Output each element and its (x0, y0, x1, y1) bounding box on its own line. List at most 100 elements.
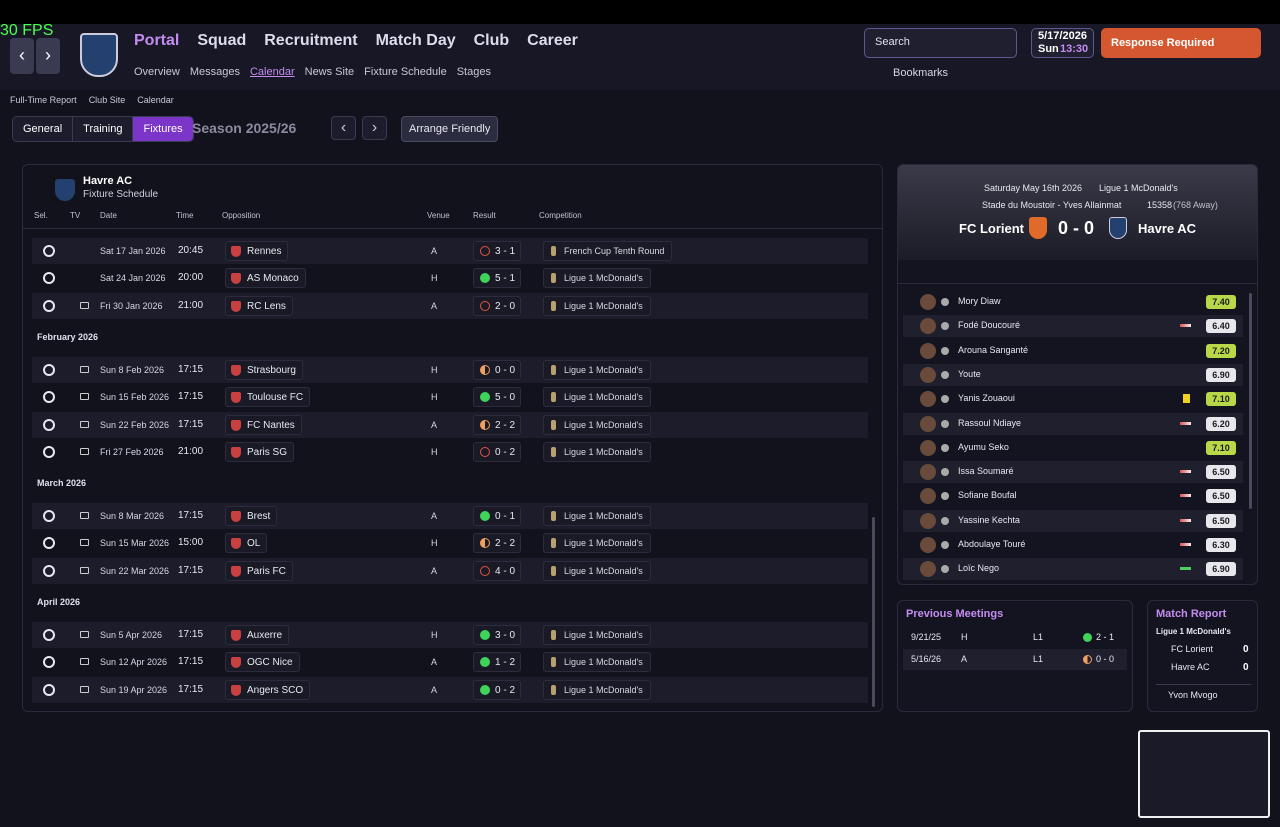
player-row[interactable]: Yanis Zouaoui 7.10 (903, 388, 1243, 410)
season-arrow[interactable]: ‹ (331, 116, 356, 140)
meeting-row[interactable]: 5/16/26 A L1 0 - 0 (903, 649, 1127, 670)
fixture-row[interactable]: Sun 22 Mar 2026 17:15 Paris FC A 4 - 0 Ligue … (32, 557, 868, 584)
tab[interactable]: General (13, 117, 74, 141)
nav-item[interactable]: Squad (197, 32, 247, 49)
player-row[interactable]: Loïc Nego 6.90 (903, 558, 1243, 581)
home-team: FC Lorient (959, 221, 1024, 236)
opposition[interactable]: Strasbourg (225, 359, 303, 380)
opposition[interactable]: Paris FC (225, 560, 293, 581)
opposition[interactable]: OL (225, 533, 268, 554)
competition[interactable]: Ligue 1 McDonald's (543, 533, 651, 554)
player-row[interactable]: Mory Diaw 7.40 (903, 291, 1243, 313)
player-row[interactable]: Fodé Doucouré 6.40 (903, 315, 1243, 338)
opposition[interactable]: RC Lens (225, 295, 293, 316)
breadcrumb-item[interactable]: Full-Time Report (10, 95, 77, 105)
competition[interactable]: Ligue 1 McDonald's (543, 414, 651, 435)
player-row[interactable]: Abdoulaye Touré 6.30 (903, 534, 1243, 556)
player-name: Rassoul Ndiaye (958, 417, 1022, 428)
fixture-row[interactable]: Sun 19 Apr 2026 17:15 Angers SCO A 0 - 2 Ligu… (32, 676, 868, 703)
select-circle[interactable] (43, 299, 55, 312)
competition[interactable]: Ligue 1 McDonald's (543, 295, 651, 316)
opposition[interactable]: Rennes (225, 241, 289, 261)
sub-nav-item[interactable]: Overview (134, 66, 180, 78)
position-icon (941, 468, 949, 477)
fixture-row[interactable]: Fri 27 Feb 2026 21:00 Paris SG H 0 - 2 Ligue … (32, 439, 868, 465)
opposition[interactable]: Toulouse FC (225, 387, 311, 408)
competition[interactable]: Ligue 1 McDonald's (543, 506, 651, 527)
breadcrumb-item[interactable]: Calendar (137, 95, 174, 105)
venue: A (431, 511, 438, 522)
select-circle[interactable] (43, 564, 55, 577)
opposition[interactable]: FC Nantes (225, 414, 302, 435)
fixture-row[interactable]: Sun 8 Feb 2026 17:15 Strasbourg H 0 - 0 Ligue… (32, 356, 868, 383)
select-circle[interactable] (43, 629, 55, 641)
sub-nav-item[interactable]: Calendar (249, 66, 295, 78)
fixture-row[interactable]: Sun 5 Apr 2026 17:15 Auxerre H 3 - 0 Ligue 1 … (32, 622, 868, 648)
competition[interactable]: Ligue 1 McDonald's (543, 359, 651, 380)
fixture-row[interactable]: Sun 22 Feb 2026 17:15 FC Nantes A 2 - 2 Ligue… (32, 411, 868, 438)
fixture-row[interactable]: Sun 12 Apr 2026 17:15 OGC Nice A 1 - 2 Ligue … (32, 649, 868, 675)
nav-arrow[interactable]: ‹ (10, 38, 34, 74)
player-row[interactable]: Youte 6.90 (903, 363, 1243, 386)
breadcrumb-item[interactable]: Club Site (88, 95, 126, 105)
opposition[interactable]: OGC Nice (225, 652, 300, 673)
player-row[interactable]: Arouna Sanganté 7.20 (903, 340, 1243, 362)
nav-item[interactable]: Career (527, 32, 578, 49)
fixture-row[interactable]: Sun 8 Mar 2026 17:15 Brest A 0 - 1 Ligue 1 Mc… (32, 503, 868, 530)
player-row[interactable]: Rassoul Ndiaye 6.20 (903, 412, 1243, 435)
opposition[interactable]: Brest (225, 506, 278, 527)
fixture-row[interactable]: Sat 17 Jan 2026 20:45 Rennes A 3 - 1 French C… (32, 238, 868, 264)
opposition[interactable]: Angers SCO (225, 679, 311, 700)
opposition[interactable]: Auxerre (225, 625, 290, 645)
select-circle[interactable] (43, 418, 55, 431)
player-row[interactable]: Issa Soumaré 6.50 (903, 461, 1243, 484)
nav-item[interactable]: Match Day (375, 32, 456, 49)
arrange-friendly[interactable]: Arrange Friendly (401, 116, 499, 142)
sub-nav-item[interactable]: Fixture Schedule (364, 66, 447, 78)
player-row[interactable]: Ayumu Seko 7.10 (903, 437, 1243, 459)
select-circle[interactable] (43, 537, 55, 550)
fixture-row[interactable]: Sun 15 Mar 2026 15:00 OL H 2 - 2 Ligue 1 McDo… (32, 530, 868, 556)
competition[interactable]: Ligue 1 McDonald's (543, 679, 651, 700)
opposition[interactable]: AS Monaco (225, 268, 306, 289)
season-arrow[interactable]: › (362, 116, 387, 140)
meeting-row[interactable]: 9/21/25 H L1 2 - 1 (903, 627, 1127, 648)
response-button[interactable]: Response Required (1101, 28, 1261, 58)
fixture-row[interactable]: Fri 30 Jan 2026 21:00 RC Lens A 2 - 0 Ligue 1… (32, 292, 868, 319)
select-circle[interactable] (43, 363, 55, 376)
player-face (920, 318, 936, 335)
sub-nav-item[interactable]: News Site (304, 66, 355, 78)
tab[interactable]: Training (73, 117, 134, 141)
nav-item[interactable]: Recruitment (264, 32, 358, 49)
competition[interactable]: French Cup Tenth Round (543, 241, 673, 261)
opposition[interactable]: Paris SG (225, 441, 295, 462)
nav-arrow[interactable]: › (36, 38, 60, 74)
fixture-row[interactable]: Sun 15 Feb 2026 17:15 Toulouse FC H 5 - 0 Lig… (32, 384, 868, 410)
select-circle[interactable] (43, 245, 55, 257)
select-circle[interactable] (43, 445, 55, 458)
search-button[interactable]: Search (875, 36, 910, 48)
bookmarks[interactable]: Bookmarks (893, 67, 949, 79)
sub-icon (1180, 567, 1191, 571)
competition[interactable]: Ligue 1 McDonald's (543, 268, 651, 289)
fixture-row[interactable]: Sat 24 Jan 2026 20:00 AS Monaco H 5 - 1 Ligue… (32, 265, 868, 291)
sub-nav-item[interactable]: Stages (456, 66, 491, 78)
competition[interactable]: Ligue 1 McDonald's (543, 652, 651, 673)
player-row[interactable]: Sofiane Boufal 6.50 (903, 485, 1243, 507)
competition[interactable]: Ligue 1 McDonald's (543, 625, 651, 645)
select-circle[interactable] (43, 510, 55, 523)
select-circle[interactable] (43, 272, 55, 285)
competition[interactable]: Ligue 1 McDonald's (543, 560, 651, 581)
select-circle[interactable] (43, 391, 55, 404)
player-row[interactable]: Yassine Kechta 6.50 (903, 509, 1243, 532)
nav-item[interactable]: Portal (134, 32, 180, 49)
competition[interactable]: Ligue 1 McDonald's (543, 387, 651, 408)
nav-item[interactable]: Club (473, 32, 510, 49)
select-circle[interactable] (43, 683, 55, 696)
select-circle[interactable] (43, 656, 55, 669)
sub-nav-item[interactable]: Messages (189, 66, 240, 78)
competition[interactable]: Ligue 1 McDonald's (543, 441, 651, 462)
season[interactable]: Season 2025/26 (192, 120, 297, 136)
tab[interactable]: Fixtures (133, 117, 193, 141)
